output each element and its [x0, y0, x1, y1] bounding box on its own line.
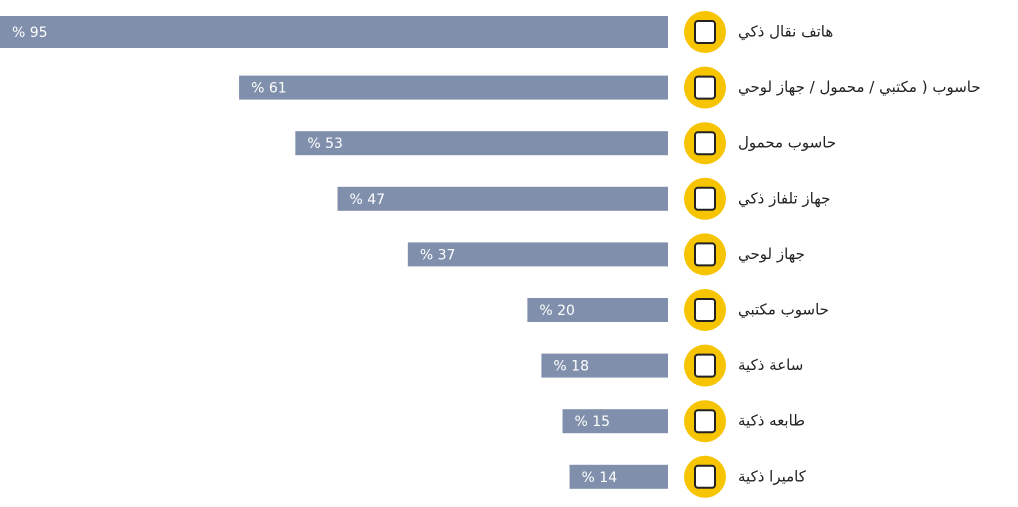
category-label: حاسوب ( مكتبي / محمول / جهاز لوحي — [738, 78, 981, 97]
bar — [337, 186, 668, 211]
category-label: جهاز لوحي — [738, 245, 805, 264]
value-label: % 14 — [582, 470, 618, 486]
category-label: طابعه ذكية — [738, 412, 805, 430]
category-label: كاميرا ذكية — [738, 467, 807, 485]
category-label: هاتف نقال ذكي — [738, 23, 833, 42]
category-label: ساعة ذكية — [738, 356, 803, 374]
category-label: حاسوب مكتبي — [738, 301, 829, 320]
bar — [541, 353, 668, 378]
value-label: % 37 — [420, 247, 456, 263]
value-label: % 53 — [307, 136, 343, 152]
icon — [694, 20, 716, 44]
bar — [569, 464, 668, 489]
value-label: % 47 — [350, 192, 386, 208]
value-label: % 20 — [539, 303, 575, 319]
bar — [239, 75, 669, 100]
bar — [562, 409, 668, 434]
value-label: % 15 — [575, 414, 611, 430]
icon — [694, 464, 716, 489]
bar — [0, 16, 668, 48]
bar — [527, 298, 668, 322]
icon — [694, 131, 716, 156]
category-label: حاسوب محمول — [738, 134, 836, 152]
icon — [694, 298, 716, 322]
icon — [694, 186, 716, 211]
value-label: % 18 — [553, 359, 589, 375]
value-label: % 95 — [12, 25, 48, 41]
category-label: جهاز تلفاز ذكي — [738, 189, 830, 208]
icon — [694, 242, 716, 267]
value-label: % 61 — [251, 81, 287, 97]
bar — [407, 242, 668, 267]
icon — [694, 75, 716, 100]
bar — [295, 131, 668, 156]
icon — [694, 353, 716, 378]
icon — [694, 409, 716, 434]
